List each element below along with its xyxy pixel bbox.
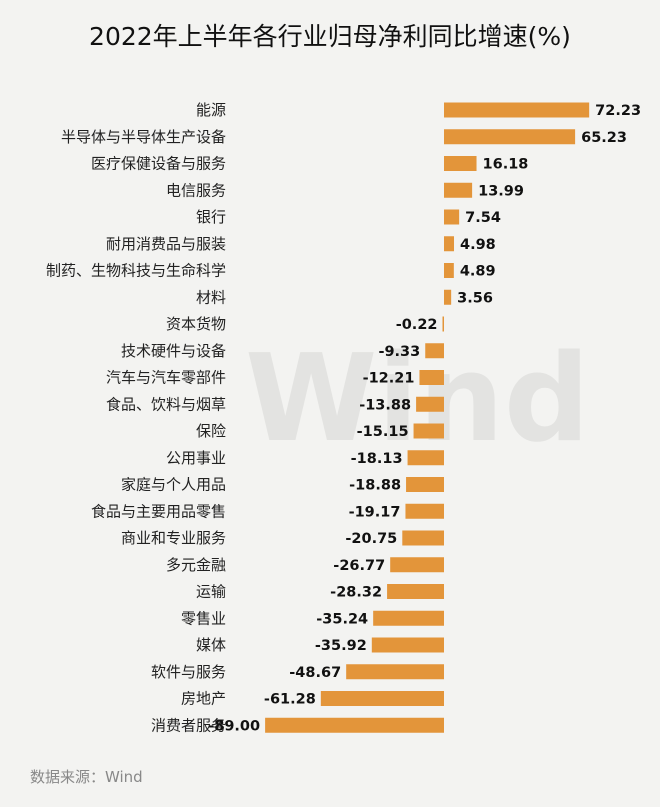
bar — [320, 691, 444, 706]
category-label: 家庭与个人用品 — [121, 476, 226, 494]
bar — [390, 557, 444, 573]
value-label: -15.15 — [357, 424, 409, 440]
bar — [444, 102, 590, 118]
bar — [444, 263, 454, 278]
value-label: -18.88 — [349, 478, 401, 494]
bar — [407, 450, 444, 466]
category-label: 电信服务 — [166, 181, 226, 199]
value-label: 16.18 — [483, 157, 529, 173]
value-label: -26.77 — [333, 558, 385, 574]
value-label: -0.22 — [396, 317, 438, 333]
value-label: 3.56 — [457, 290, 493, 306]
value-label: -20.75 — [345, 531, 397, 547]
category-label: 商业和专业服务 — [121, 529, 226, 547]
bar — [406, 477, 444, 492]
bars-group: 能源 72.23 半导体与半导体生产设备 65.23 医疗保健设备与服务 16.18 电信服… — [46, 101, 641, 734]
value-label: -61.28 — [264, 692, 316, 708]
category-label: 能源 — [196, 101, 226, 119]
category-label: 媒体 — [196, 636, 226, 654]
bar — [371, 637, 444, 653]
category-label: 资本货物 — [166, 315, 226, 333]
value-label: -35.92 — [315, 638, 367, 654]
value-label: 72.23 — [595, 103, 641, 119]
category-label: 运输 — [196, 583, 226, 601]
category-label: 半导体与半导体生产设备 — [61, 128, 226, 146]
category-label: 耐用消费品与服装 — [106, 235, 226, 253]
value-label: -18.13 — [351, 451, 403, 467]
bar — [402, 530, 444, 546]
value-label: -19.17 — [349, 504, 401, 520]
bar — [265, 717, 444, 733]
bar — [416, 396, 444, 412]
value-label: 7.54 — [465, 210, 501, 226]
category-label: 材料 — [196, 288, 226, 306]
bar — [444, 129, 576, 145]
value-label: -48.67 — [289, 665, 341, 681]
bar — [425, 343, 444, 359]
category-label: 软件与服务 — [151, 663, 226, 681]
bar — [405, 503, 444, 519]
source-note: 数据来源：Wind — [30, 768, 143, 786]
bar — [444, 209, 460, 225]
category-label: 零售业 — [181, 609, 226, 627]
value-label: -35.24 — [316, 611, 368, 627]
bar — [442, 316, 444, 332]
bar — [387, 584, 444, 599]
category-label: 汽车与汽车零部件 — [106, 369, 226, 387]
value-label: -12.21 — [363, 371, 415, 387]
bar — [444, 236, 455, 252]
bar — [346, 664, 444, 680]
bar — [419, 370, 444, 385]
value-label: -89.00 — [208, 718, 260, 734]
bar — [373, 610, 444, 626]
category-label: 消费者服务 — [151, 716, 226, 734]
category-label: 制药、生物科技与生命科学 — [46, 262, 226, 280]
bar — [444, 182, 473, 198]
bar — [444, 156, 477, 171]
value-label: 65.23 — [581, 130, 627, 146]
value-label: 4.98 — [460, 237, 496, 253]
bar — [444, 289, 452, 305]
category-label: 银行 — [196, 208, 226, 226]
category-label: 保险 — [196, 422, 226, 440]
value-label: -28.32 — [330, 585, 382, 601]
category-label: 医疗保健设备与服务 — [91, 155, 226, 173]
value-label: -13.88 — [359, 397, 411, 413]
chart-title: 2022年上半年各行业归母净利同比增速(%) — [89, 22, 571, 51]
value-label: -9.33 — [378, 344, 420, 360]
category-label: 多元金融 — [166, 556, 226, 574]
bar — [413, 423, 444, 439]
value-label: 4.89 — [460, 264, 496, 280]
category-label: 食品、饮料与烟草 — [106, 395, 226, 413]
value-label: 13.99 — [478, 183, 524, 199]
category-label: 技术硬件与设备 — [121, 342, 226, 360]
category-label: 房地产 — [181, 690, 226, 708]
category-label: 食品与主要用品零售 — [91, 502, 226, 520]
category-label: 公用事业 — [166, 449, 226, 467]
